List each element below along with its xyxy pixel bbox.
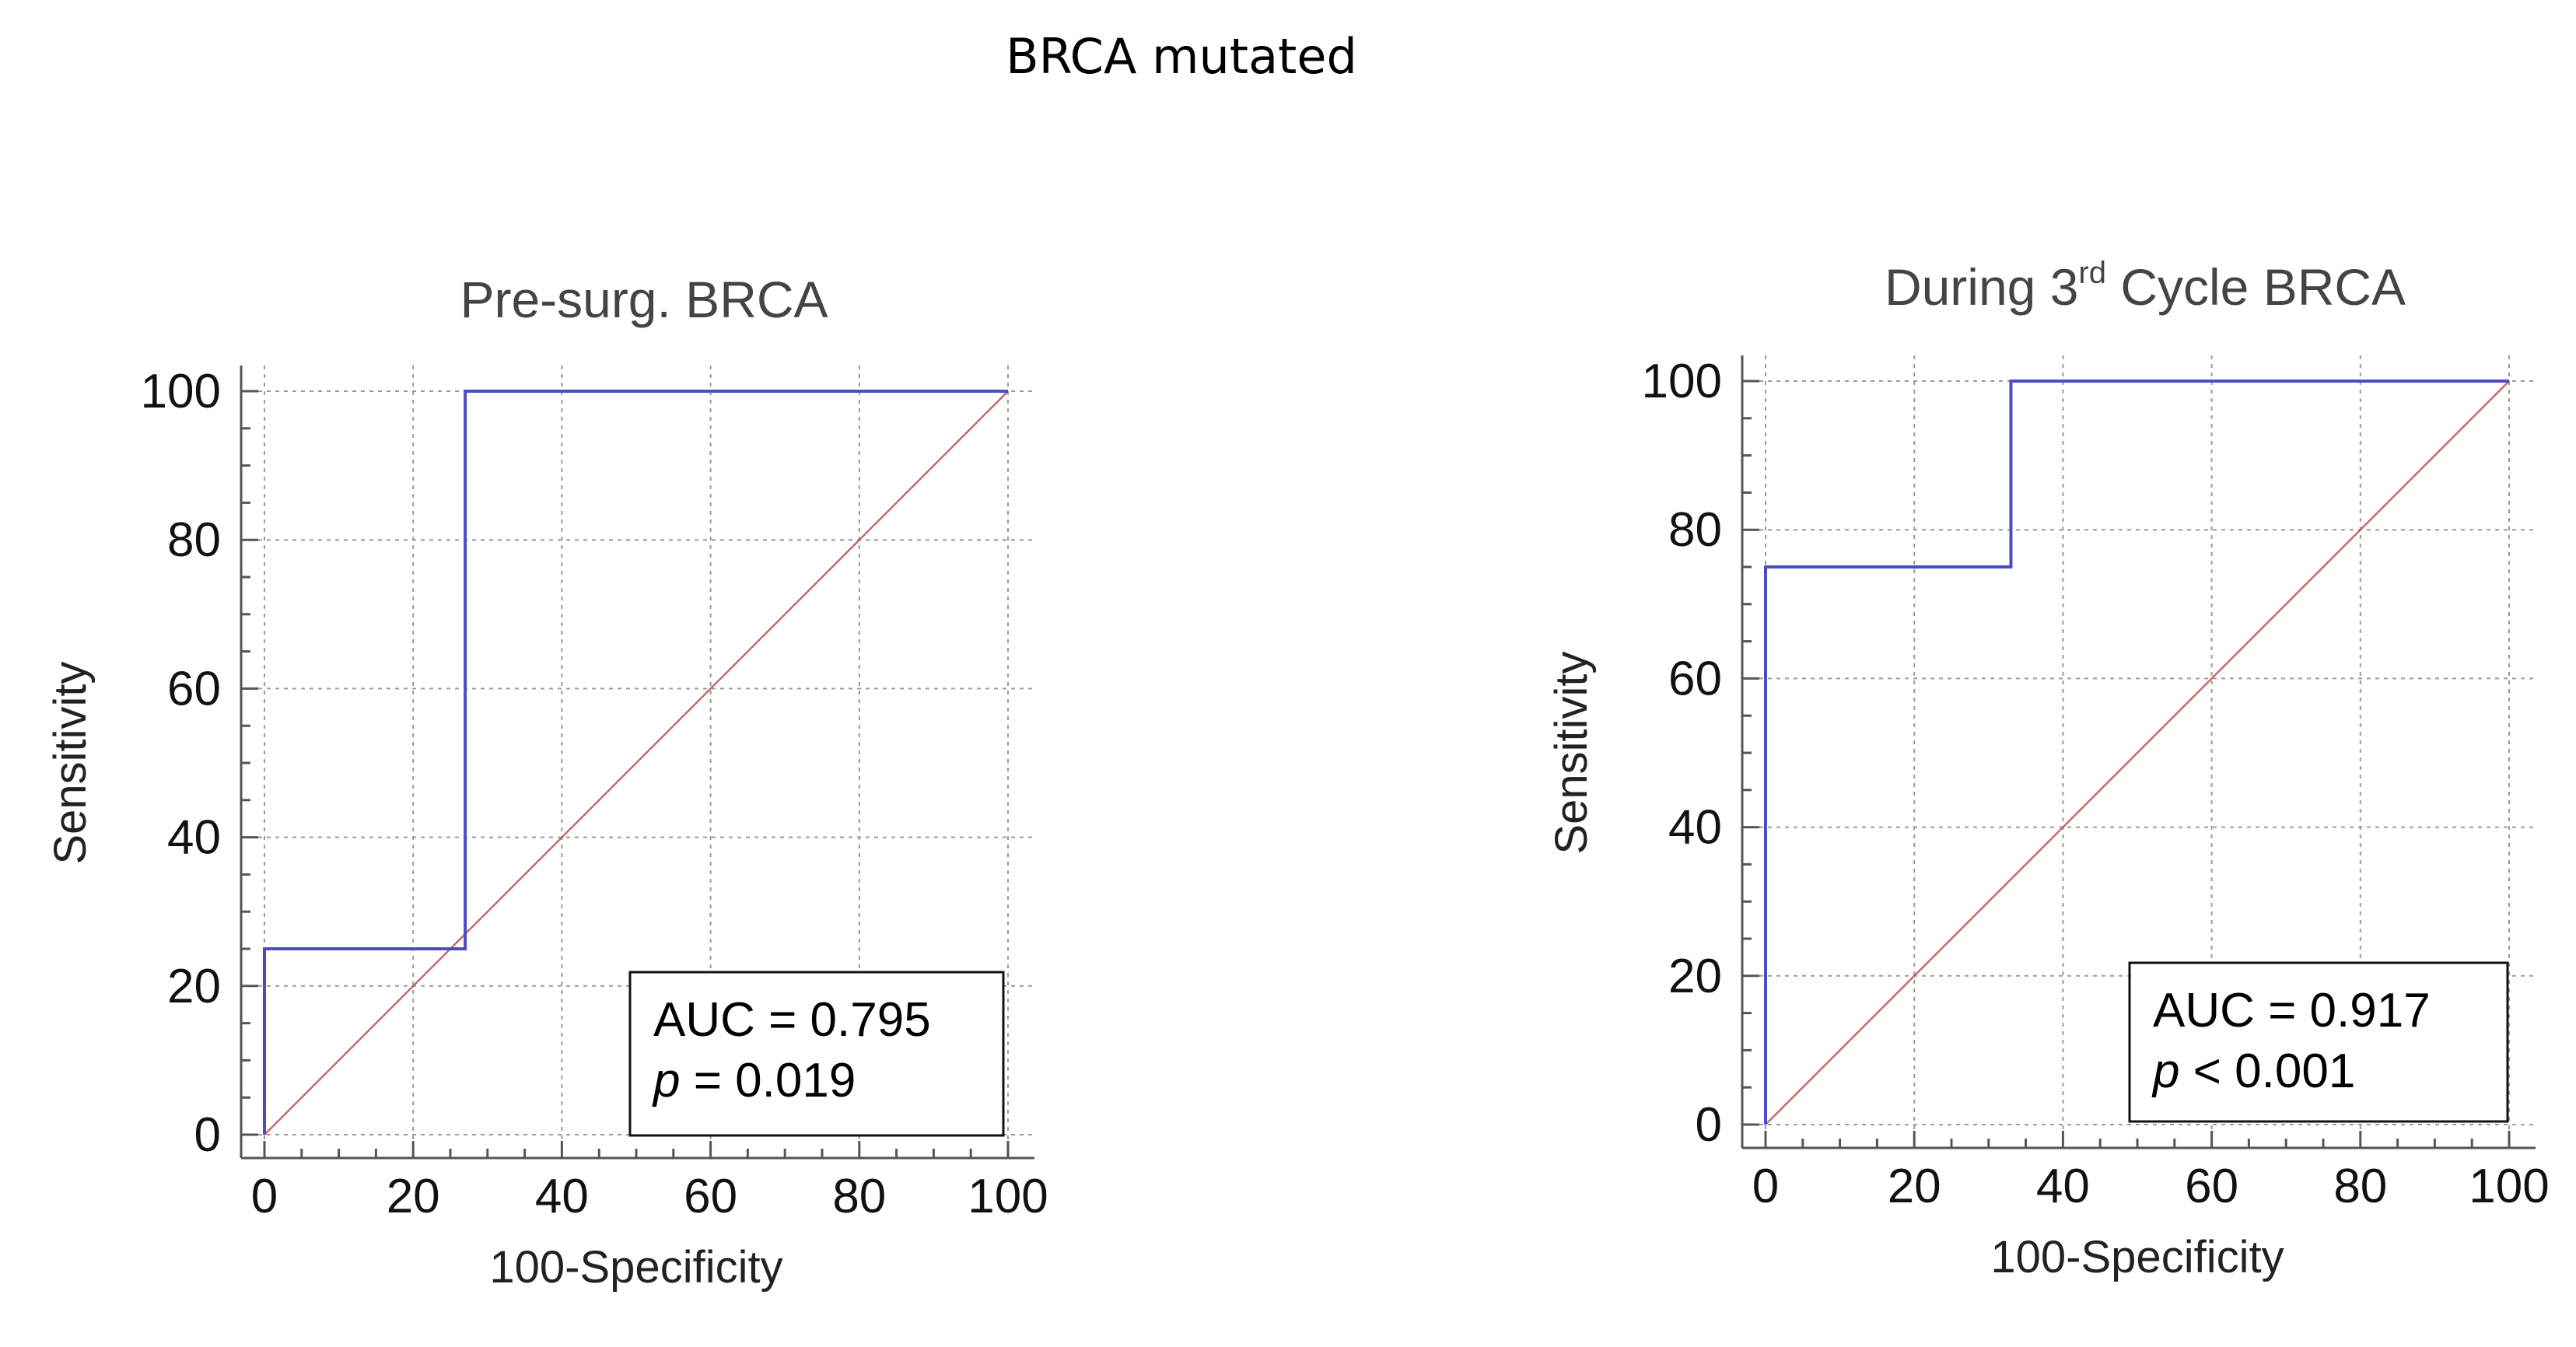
grid [241,366,1034,1158]
x-tick-label: 100 [968,1170,1048,1223]
x-tick-label: 40 [2036,1160,2090,1213]
y-tick-label: 0 [194,1108,221,1162]
x-axis-label: 100-Specificity [489,1242,782,1293]
chart-title: During 3rd Cycle BRCA [1885,256,2406,316]
x-tick-label: 20 [1888,1160,1941,1213]
y-tick-label: 60 [1668,652,1722,705]
figure-title: BRCA mutated [1006,28,1357,85]
chart-title: Pre-surg. BRCA [460,271,828,328]
auc-text: AUC = 0.795 [653,993,931,1047]
x-tick-label: 0 [251,1170,278,1223]
y-tick-label: 100 [141,365,221,418]
p-value-text: p = 0.019 [652,1054,856,1107]
y-tick-label: 40 [1668,801,1722,855]
chart-title-superscript: rd [2078,256,2106,290]
x-axis-label: 100-Specificity [1990,1232,2284,1282]
roc-curve [1764,380,2509,1125]
p-symbol: p [2151,1044,2179,1098]
y-tick-label: 100 [1642,355,1722,408]
y-tick-label: 40 [167,811,221,865]
annotation-frame [2128,961,2509,1123]
y-tick-label: 20 [1668,950,1722,1003]
x-tick-label: 80 [2333,1160,2387,1213]
chart-title-suffix: Cycle BRCA [2106,258,2406,316]
y-tick-label: 20 [167,960,221,1013]
y-tick-label: 0 [1696,1098,1722,1152]
x-tick-label: 60 [684,1170,737,1223]
y-tick-label: 80 [1668,503,1722,557]
p-value-text: p < 0.001 [2151,1044,2355,1098]
annotation-box: AUC = 0.917 p < 0.001 [2128,961,2509,1123]
y-tick-label: 80 [167,513,221,567]
annotation-frame [628,971,1005,1137]
annotation-box: AUC = 0.795 p = 0.019 [628,971,1005,1137]
x-tick-label: 100 [2469,1160,2549,1213]
auc-text: AUC = 0.917 [2153,984,2431,1037]
roc-curve [263,390,1008,1135]
x-tick-label: 20 [387,1170,440,1223]
p-value: < 0.001 [2179,1044,2355,1098]
y-axis-label: Sensitivity [1546,651,1597,854]
reference-line [1765,380,2510,1125]
x-tick-label: 80 [832,1170,886,1223]
y-tick-label: 60 [167,662,221,715]
chart-title-main: During 3 [1885,258,2078,316]
x-tick-label: 40 [535,1170,589,1223]
y-axis-label: Sensitivity [45,661,96,864]
reference-line [264,390,1009,1135]
p-symbol: p [652,1054,680,1107]
x-tick-label: 60 [2185,1160,2238,1213]
p-value: = 0.019 [680,1054,856,1107]
chart-title-main: Pre-surg. BRCA [460,271,828,328]
x-tick-label: 0 [1752,1160,1779,1213]
